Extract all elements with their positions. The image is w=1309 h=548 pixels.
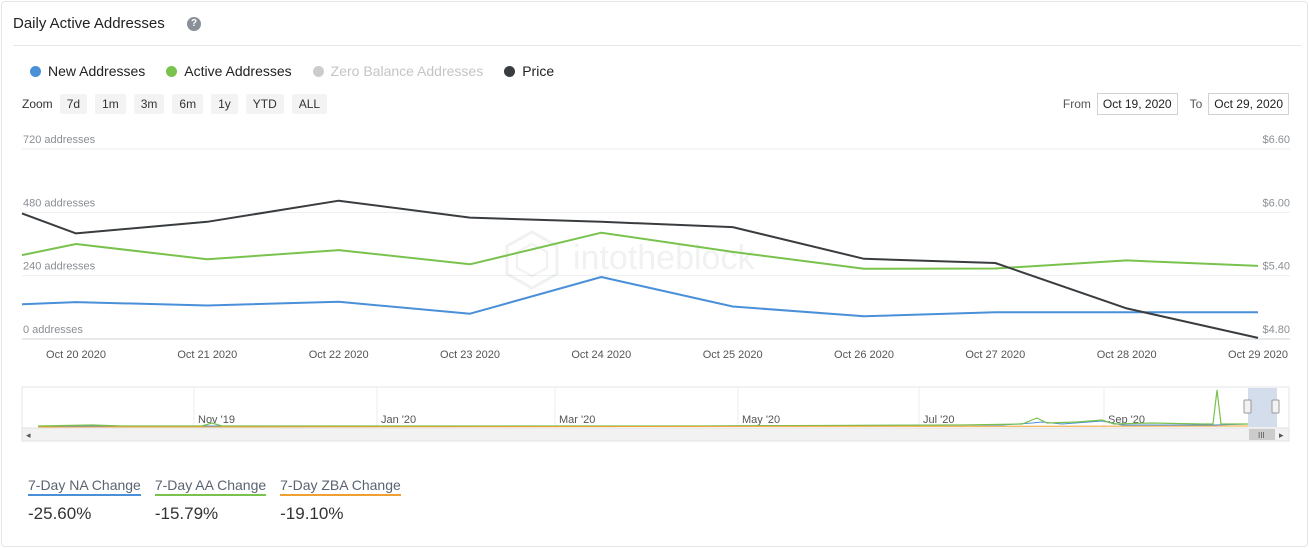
y-left-tick-label: 480 addresses xyxy=(23,197,96,209)
legend-dot-icon xyxy=(504,65,516,77)
navigator-series-zba xyxy=(37,425,1249,428)
navigator-scrollbar-thumb xyxy=(1249,429,1275,440)
scroll-thumb-grip-icon: III xyxy=(1258,431,1265,440)
legend-label: New Addresses xyxy=(48,63,146,79)
navigator-label: Jan '20 xyxy=(381,414,416,426)
y-right-tick-label: $6.60 xyxy=(1262,134,1290,146)
legend: New Addresses Active Addresses Zero Bala… xyxy=(30,63,554,79)
x-axis: Oct 20 2020 Oct 21 2020 Oct 22 2020 Oct 23 … xyxy=(46,349,1288,361)
stat-value: -25.60% xyxy=(28,504,92,523)
zoom-controls: Zoom 7d 1m 3m 6m 1y YTD ALL xyxy=(22,94,335,114)
x-tick-label: Oct 24 2020 xyxy=(571,349,631,361)
stat-label: 7-Day ZBA Change xyxy=(280,477,401,496)
series-line-price xyxy=(21,199,1259,339)
stat-value: -15.79% xyxy=(154,504,219,523)
x-tick-label: Oct 22 2020 xyxy=(309,349,369,361)
chart-title: Daily Active Addresses xyxy=(13,15,165,32)
y-axis-right: $4.80 $5.40 $6.00 $6.60 xyxy=(1262,134,1290,336)
y-right-tick-label: $6.00 xyxy=(1262,197,1290,209)
y-right-tick-label: $4.80 xyxy=(1262,324,1290,336)
stat-label: 7-Day NA Change xyxy=(28,477,141,496)
to-label: To xyxy=(1189,97,1203,111)
legend-item-active-addresses[interactable]: Active Addresses xyxy=(166,63,292,79)
from-label: From xyxy=(1062,97,1091,111)
series-line-active-addresses xyxy=(21,231,1259,270)
stats-row: 7-Day NA Change -25.60% 7-Day AA Change … xyxy=(28,477,401,524)
scroll-right-arrow-icon: ▸ xyxy=(1279,430,1284,440)
y-left-tick-label: 240 addresses xyxy=(23,261,96,273)
legend-label: Zero Balance Addresses xyxy=(330,63,484,79)
stat-na-change: 7-Day NA Change -25.60% xyxy=(28,477,141,524)
series-lines xyxy=(21,199,1259,339)
navigator: Nov '19 Jan '20 Mar '20 May '20 Jul '20 Sep '… xyxy=(21,386,1290,442)
zoom-all-button[interactable]: ALL xyxy=(291,94,328,114)
x-tick-label: Oct 25 2020 xyxy=(703,349,763,361)
y-right-tick-label: $5.40 xyxy=(1262,261,1290,273)
stat-aa-change: 7-Day AA Change -15.79% xyxy=(154,477,267,524)
watermark-logo-icon xyxy=(505,230,559,290)
navigator-series-active xyxy=(37,389,1248,427)
legend-dot-icon xyxy=(166,65,178,77)
zoom-6m-button[interactable]: 6m xyxy=(172,94,204,114)
zoom-1m-button[interactable]: 1m xyxy=(95,94,126,114)
chart-plot: intotheblock 0 addresses 240 addresses 480… xyxy=(21,134,1290,442)
x-tick-label: Oct 21 2020 xyxy=(177,349,237,361)
x-tick-label: Oct 29 2020 xyxy=(1228,349,1288,361)
y-left-tick-label: 720 addresses xyxy=(23,134,96,146)
x-tick-label: Oct 23 2020 xyxy=(440,349,500,361)
zoom-ytd-button[interactable]: YTD xyxy=(245,94,284,114)
legend-dot-icon xyxy=(30,65,41,77)
x-tick-label: Oct 20 2020 xyxy=(46,349,106,361)
y-axis-left: 0 addresses 240 addresses 480 addresses 720… xyxy=(23,134,96,336)
x-tick-label: Oct 27 2020 xyxy=(965,349,1025,361)
navigator-label: Mar '20 xyxy=(559,414,595,426)
title-divider xyxy=(13,45,1301,46)
navigator-handle-left xyxy=(1243,399,1252,414)
navigator-label: Nov '19 xyxy=(198,414,235,426)
scroll-left-arrow-icon: ◂ xyxy=(26,430,31,440)
from-date-input[interactable]: Oct 19, 2020 xyxy=(1096,93,1178,115)
grid-lines xyxy=(22,148,1290,340)
to-date-input[interactable]: Oct 29, 2020 xyxy=(1208,93,1289,115)
zoom-7d-button[interactable]: 7d xyxy=(59,94,88,114)
help-icon[interactable]: ? xyxy=(187,17,201,31)
legend-item-zero-balance-addresses[interactable]: Zero Balance Addresses xyxy=(312,63,484,79)
watermark-text: intotheblock xyxy=(573,239,755,277)
legend-item-price[interactable]: Price xyxy=(504,63,554,79)
legend-item-new-addresses[interactable]: New Addresses xyxy=(30,63,145,79)
navigator-frame xyxy=(21,386,1290,429)
stat-zba-change: 7-Day ZBA Change -19.10% xyxy=(280,477,401,524)
stat-value: -19.10% xyxy=(280,504,344,523)
watermark: intotheblock xyxy=(505,230,755,290)
navigator-label: Jul '20 xyxy=(923,414,954,426)
navigator-handle-right xyxy=(1271,399,1280,414)
legend-label: Price xyxy=(522,63,555,79)
series-line-new-addresses xyxy=(21,276,1258,318)
zoom-label: Zoom xyxy=(22,97,53,111)
x-tick-label: Oct 28 2020 xyxy=(1097,349,1157,361)
legend-label: Active Addresses xyxy=(184,63,292,79)
x-tick-label: Oct 26 2020 xyxy=(834,349,894,361)
date-range: From Oct 19, 2020 To Oct 29, 2020 xyxy=(1063,93,1289,115)
zoom-1y-button[interactable]: 1y xyxy=(211,94,238,114)
legend-dot-icon xyxy=(312,65,324,77)
navigator-scrollbar-track xyxy=(21,427,1290,442)
zoom-3m-button[interactable]: 3m xyxy=(133,94,165,114)
stat-label: 7-Day AA Change xyxy=(154,477,267,496)
navigator-label: May '20 xyxy=(742,414,780,426)
y-left-tick-label: 0 addresses xyxy=(23,324,83,336)
